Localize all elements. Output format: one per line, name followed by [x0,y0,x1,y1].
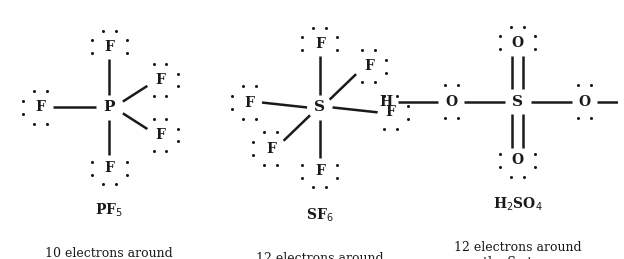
Text: 10 electrons around
the P atom: 10 electrons around the P atom [46,247,173,259]
Text: S: S [314,100,325,114]
Text: O: O [512,153,524,167]
Text: F: F [104,40,114,54]
Text: F: F [386,105,396,119]
Text: S: S [512,95,524,109]
Text: SF$_6$: SF$_6$ [306,206,334,224]
Text: F: F [315,164,324,178]
Text: 12 electrons around
the S atom: 12 electrons around the S atom [256,251,384,259]
Text: F: F [155,73,165,87]
Text: H: H [379,95,392,109]
Text: F: F [315,37,324,51]
Text: F: F [364,59,374,73]
Text: 12 electrons around
the S atom: 12 electrons around the S atom [454,241,582,259]
Text: F: F [266,142,276,156]
Text: H$_2$SO$_4$: H$_2$SO$_4$ [493,196,543,213]
Text: PF$_5$: PF$_5$ [95,202,123,219]
Text: P: P [104,100,115,114]
Text: O: O [445,95,457,109]
Text: O: O [578,95,590,109]
Text: F: F [36,100,46,114]
Text: O: O [512,36,524,50]
Text: F: F [245,96,254,110]
Text: F: F [104,161,114,175]
Text: F: F [155,128,165,142]
